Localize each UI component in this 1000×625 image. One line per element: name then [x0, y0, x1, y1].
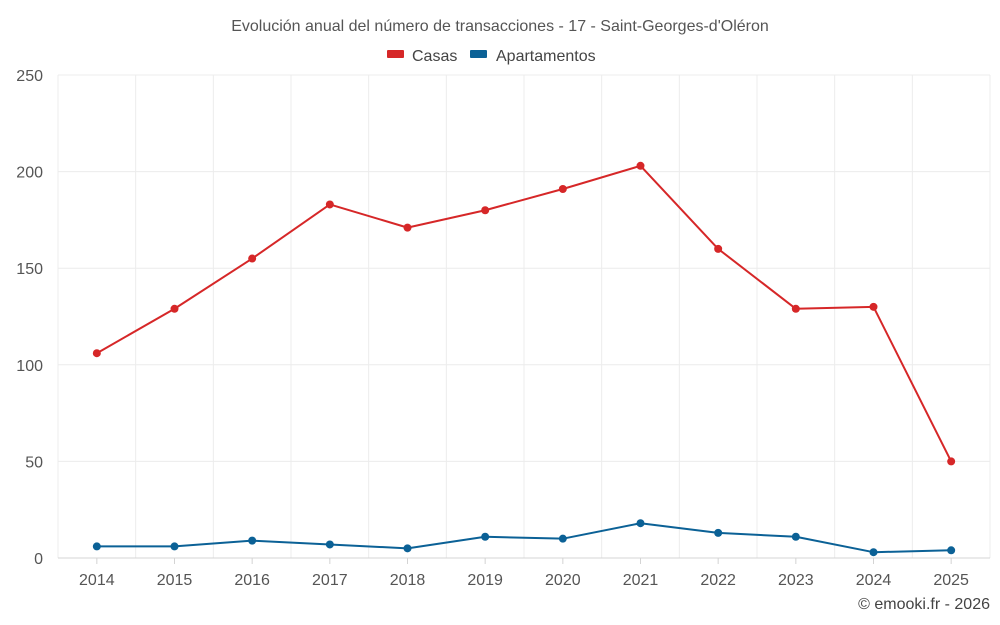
y-tick-label: 0	[34, 551, 43, 568]
data-point-apartamentos-2023[interactable]	[791, 532, 800, 541]
series-line-apartamentos	[96, 522, 952, 554]
data-point-casas-2017[interactable]	[325, 200, 334, 209]
legend[interactable]: Casas Apartamentos	[387, 48, 596, 65]
x-tick-label: 2025	[933, 572, 969, 589]
data-point-casas-2014[interactable]	[92, 349, 101, 358]
legend-swatch-casas	[387, 50, 404, 58]
x-tick-label: 2023	[778, 572, 814, 589]
x-tick-label: 2016	[234, 572, 270, 589]
y-tick-label: 100	[16, 358, 43, 375]
legend-item-apartamentos[interactable]: Apartamentos	[470, 48, 596, 65]
x-tick-label: 2024	[856, 572, 892, 589]
series-line-casas	[96, 164, 953, 462]
data-point-apartamentos-2022[interactable]	[714, 528, 723, 537]
x-tick-label: 2019	[467, 572, 503, 589]
series	[92, 161, 956, 557]
legend-swatch-apartamentos	[470, 50, 487, 58]
data-point-casas-2024[interactable]	[869, 302, 878, 311]
legend-item-casas[interactable]: Casas	[387, 48, 457, 65]
chart-title: Evolución anual del número de transaccio…	[231, 18, 769, 35]
data-point-apartamentos-2019[interactable]	[481, 532, 490, 541]
data-point-casas-2021[interactable]	[636, 161, 645, 170]
data-point-casas-2019[interactable]	[481, 206, 490, 215]
x-tick-label: 2014	[79, 572, 115, 589]
legend-label-apartamentos: Apartamentos	[496, 48, 596, 65]
data-point-casas-2022[interactable]	[714, 244, 723, 253]
data-point-casas-2016[interactable]	[248, 254, 257, 263]
x-tick-label: 2015	[157, 572, 193, 589]
data-point-apartamentos-2016[interactable]	[248, 536, 257, 545]
data-point-apartamentos-2018[interactable]	[403, 544, 412, 553]
y-tick-label: 150	[16, 261, 43, 278]
axes: 0 50 100 150 200 250 2014 2015 2016 2017 2018 2019 2…	[16, 68, 990, 589]
data-point-casas-2020[interactable]	[558, 184, 567, 193]
data-point-casas-2015[interactable]	[170, 304, 179, 313]
data-point-casas-2025[interactable]	[947, 457, 956, 466]
data-point-apartamentos-2025[interactable]	[947, 546, 956, 555]
data-point-apartamentos-2017[interactable]	[325, 540, 334, 549]
y-tick-label: 250	[16, 68, 43, 85]
x-tick-label: 2018	[390, 572, 426, 589]
data-point-apartamentos-2020[interactable]	[558, 534, 567, 543]
x-tick-label: 2021	[623, 572, 659, 589]
data-point-apartamentos-2015[interactable]	[170, 542, 179, 551]
x-tick-label: 2017	[312, 572, 348, 589]
x-tick-label: 2022	[700, 572, 736, 589]
data-point-apartamentos-2021[interactable]	[636, 519, 645, 528]
y-tick-label: 50	[25, 454, 43, 471]
grid	[57, 74, 991, 558]
y-tick-label: 200	[16, 165, 43, 182]
copyright-credit: © emooki.fr - 2026	[858, 596, 990, 613]
data-point-apartamentos-2024[interactable]	[869, 548, 878, 557]
data-point-casas-2018[interactable]	[403, 223, 412, 232]
data-point-casas-2023[interactable]	[791, 304, 800, 313]
data-point-apartamentos-2014[interactable]	[92, 542, 101, 551]
x-tick-label: 2020	[545, 572, 581, 589]
legend-label-casas: Casas	[412, 48, 457, 65]
